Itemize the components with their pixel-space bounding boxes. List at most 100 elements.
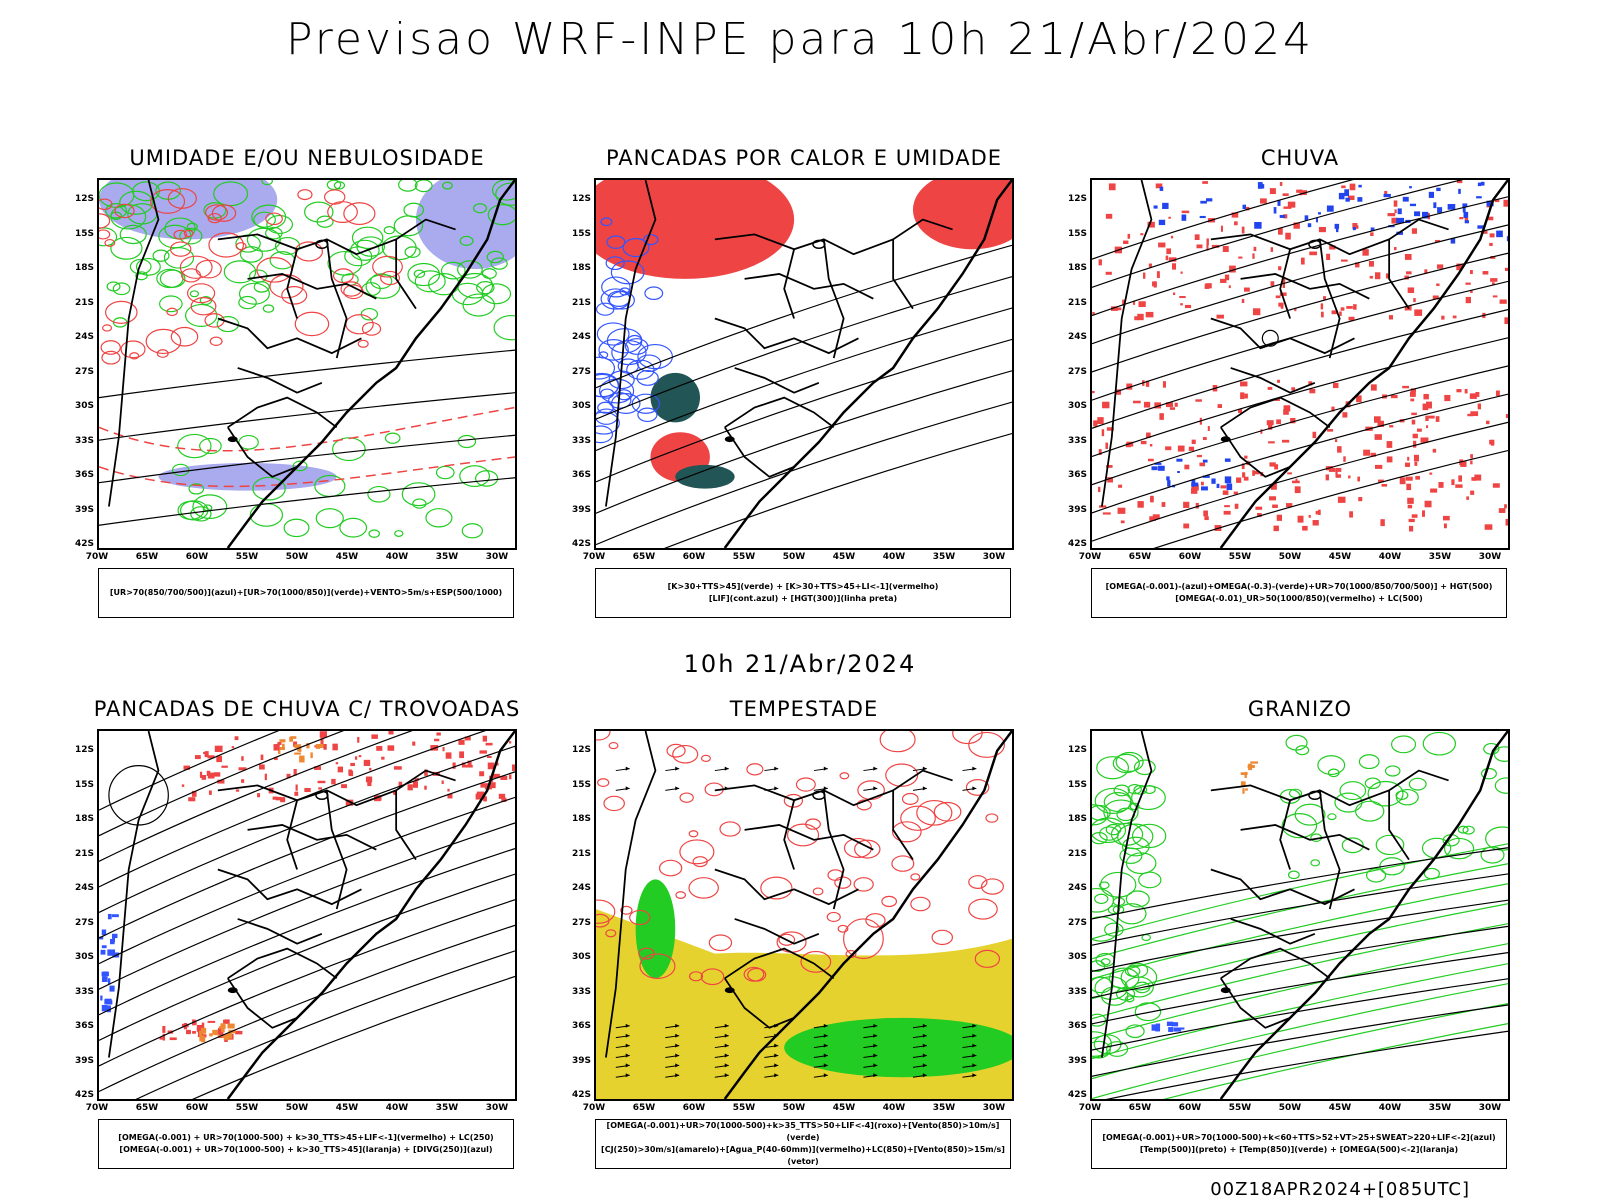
legend-line: [OMEGA(-0.001)-(azul)+OMEGA(-0.3)-(verde…: [1105, 582, 1493, 591]
lat-label: 33S: [74, 986, 94, 997]
lon-label: 50W: [285, 1103, 309, 1113]
map-chuva-plot: [1092, 180, 1508, 548]
lon-label: 70W: [582, 552, 606, 562]
lon-label: 30W: [982, 552, 1006, 562]
legend-line: [OMEGA(-0.01)_UR>50(1000/850)(vermelho) …: [1175, 594, 1423, 603]
lat-label: 24S: [571, 332, 591, 342]
lat-label: 24S: [74, 332, 94, 342]
lon-label: 55W: [732, 552, 756, 562]
lat-label: 36S: [74, 470, 94, 480]
lat-label: 24S: [571, 883, 591, 893]
lat-label: 18S: [1067, 263, 1087, 273]
lon-label: 40W: [385, 552, 409, 562]
lon-label: 30W: [485, 552, 509, 562]
lat-label: 30S: [571, 401, 591, 411]
run-time-label: 00Z18APR2024+[085UTC]: [1210, 1179, 1470, 1200]
lat-label: 42S: [74, 539, 94, 549]
lat-label: 21S: [74, 848, 94, 859]
lon-label: 35W: [932, 1103, 956, 1113]
lat-label: 30S: [1067, 952, 1087, 962]
map-tempestade-plot: [596, 731, 1012, 1099]
lon-label: 60W: [185, 552, 209, 562]
lon-label: 50W: [782, 552, 806, 562]
lon-label: 70W: [85, 552, 109, 562]
lon-label: 65W: [135, 552, 159, 562]
lat-label: 27S: [1067, 366, 1087, 377]
lon-label: 55W: [732, 1103, 756, 1113]
legend-line: [K>30+TTS>45](verde) + [K>30+TTS>45+LI<-…: [667, 582, 939, 591]
lon-label: 40W: [882, 552, 906, 562]
lat-label: 12S: [1067, 745, 1087, 755]
lon-label: 70W: [1078, 552, 1102, 562]
lat-label: 12S: [1067, 194, 1087, 204]
lon-label: 60W: [185, 1103, 209, 1113]
lat-label: 15S: [1067, 779, 1087, 790]
lon-label: 50W: [782, 1103, 806, 1113]
map-trovoadas-plot: [99, 731, 515, 1099]
lon-label: 70W: [1078, 1103, 1102, 1113]
lat-label: 18S: [571, 814, 591, 824]
lat-label: 27S: [74, 366, 94, 377]
panel-title-tempestade: TEMPESTADE: [729, 697, 879, 721]
lon-label: 35W: [1428, 552, 1452, 562]
legend-line: [OMEGA(-0.001)+UR>70(1000-500)+k<60+TTS>…: [1102, 1133, 1496, 1142]
lat-label: 39S: [74, 504, 94, 515]
lon-label: 55W: [1228, 552, 1252, 562]
map-granizo: [1090, 729, 1510, 1101]
lat-label: 15S: [74, 228, 94, 239]
lat-label: 12S: [571, 194, 591, 204]
lat-label: 21S: [571, 848, 591, 859]
lon-label: 40W: [1378, 1103, 1402, 1113]
legend-granizo: [OMEGA(-0.001)+UR>70(1000-500)+k<60+TTS>…: [1091, 1119, 1507, 1169]
lat-label: 36S: [1067, 1021, 1087, 1031]
lon-label: 50W: [285, 552, 309, 562]
lat-label: 12S: [74, 194, 94, 204]
lon-label: 60W: [1178, 552, 1202, 562]
legend-line: [LIF](cont.azul) + [HGT(300)](linha pret…: [708, 594, 898, 603]
lon-label: 60W: [1178, 1103, 1202, 1113]
lon-label: 30W: [1478, 552, 1502, 562]
lat-label: 36S: [1067, 470, 1087, 480]
lon-label: 40W: [882, 1103, 906, 1113]
legend-chuva: [OMEGA(-0.001)-(azul)+OMEGA(-0.3)-(verde…: [1091, 568, 1507, 618]
legend-line: [OMEGA(-0.001) + UR>70(1000-500) + k>30_…: [119, 1145, 493, 1154]
lon-label: 60W: [682, 552, 706, 562]
lat-label: 21S: [1067, 297, 1087, 308]
lon-label: 35W: [932, 552, 956, 562]
map-umidade: [97, 178, 517, 550]
map-trovoadas: [97, 729, 517, 1101]
lon-label: 40W: [385, 1103, 409, 1113]
map-granizo-plot: [1092, 731, 1508, 1099]
lat-label: 36S: [571, 470, 591, 480]
map-pancadas-calor-plot: [596, 180, 1012, 548]
lat-label: 39S: [571, 1055, 591, 1066]
lon-label: 65W: [632, 552, 656, 562]
lon-label: 45W: [1328, 552, 1352, 562]
panel-title-pancadas-calor: PANCADAS POR CALOR E UMIDADE: [605, 146, 1003, 170]
lat-label: 12S: [571, 745, 591, 755]
lon-label: 45W: [832, 1103, 856, 1113]
legend-line: [OMEGA(-0.001) + UR>70(1000-500) + k>30_…: [118, 1133, 494, 1142]
lat-label: 33S: [571, 986, 591, 997]
lon-label: 30W: [982, 1103, 1006, 1113]
lon-label: 70W: [85, 1103, 109, 1113]
map-pancadas-calor: [594, 178, 1014, 550]
panel-title-umidade: UMIDADE E/OU NEBULOSIDADE: [129, 146, 485, 170]
legend-line: [Temp(500)](preto) + [Temp(850)](verde) …: [1139, 1145, 1459, 1154]
lat-label: 18S: [74, 263, 94, 273]
lat-label: 15S: [74, 779, 94, 790]
lat-label: 33S: [1067, 986, 1087, 997]
lat-label: 15S: [571, 779, 591, 790]
lat-label: 24S: [1067, 883, 1087, 893]
lat-label: 33S: [1067, 435, 1087, 446]
lat-label: 21S: [571, 297, 591, 308]
lat-label: 24S: [74, 883, 94, 893]
lat-label: 30S: [74, 952, 94, 962]
lat-label: 42S: [74, 1090, 94, 1100]
lon-label: 30W: [485, 1103, 509, 1113]
lat-label: 30S: [571, 952, 591, 962]
lon-label: 65W: [1128, 1103, 1152, 1113]
lat-label: 30S: [74, 401, 94, 411]
lat-label: 21S: [1067, 848, 1087, 859]
lon-label: 65W: [632, 1103, 656, 1113]
